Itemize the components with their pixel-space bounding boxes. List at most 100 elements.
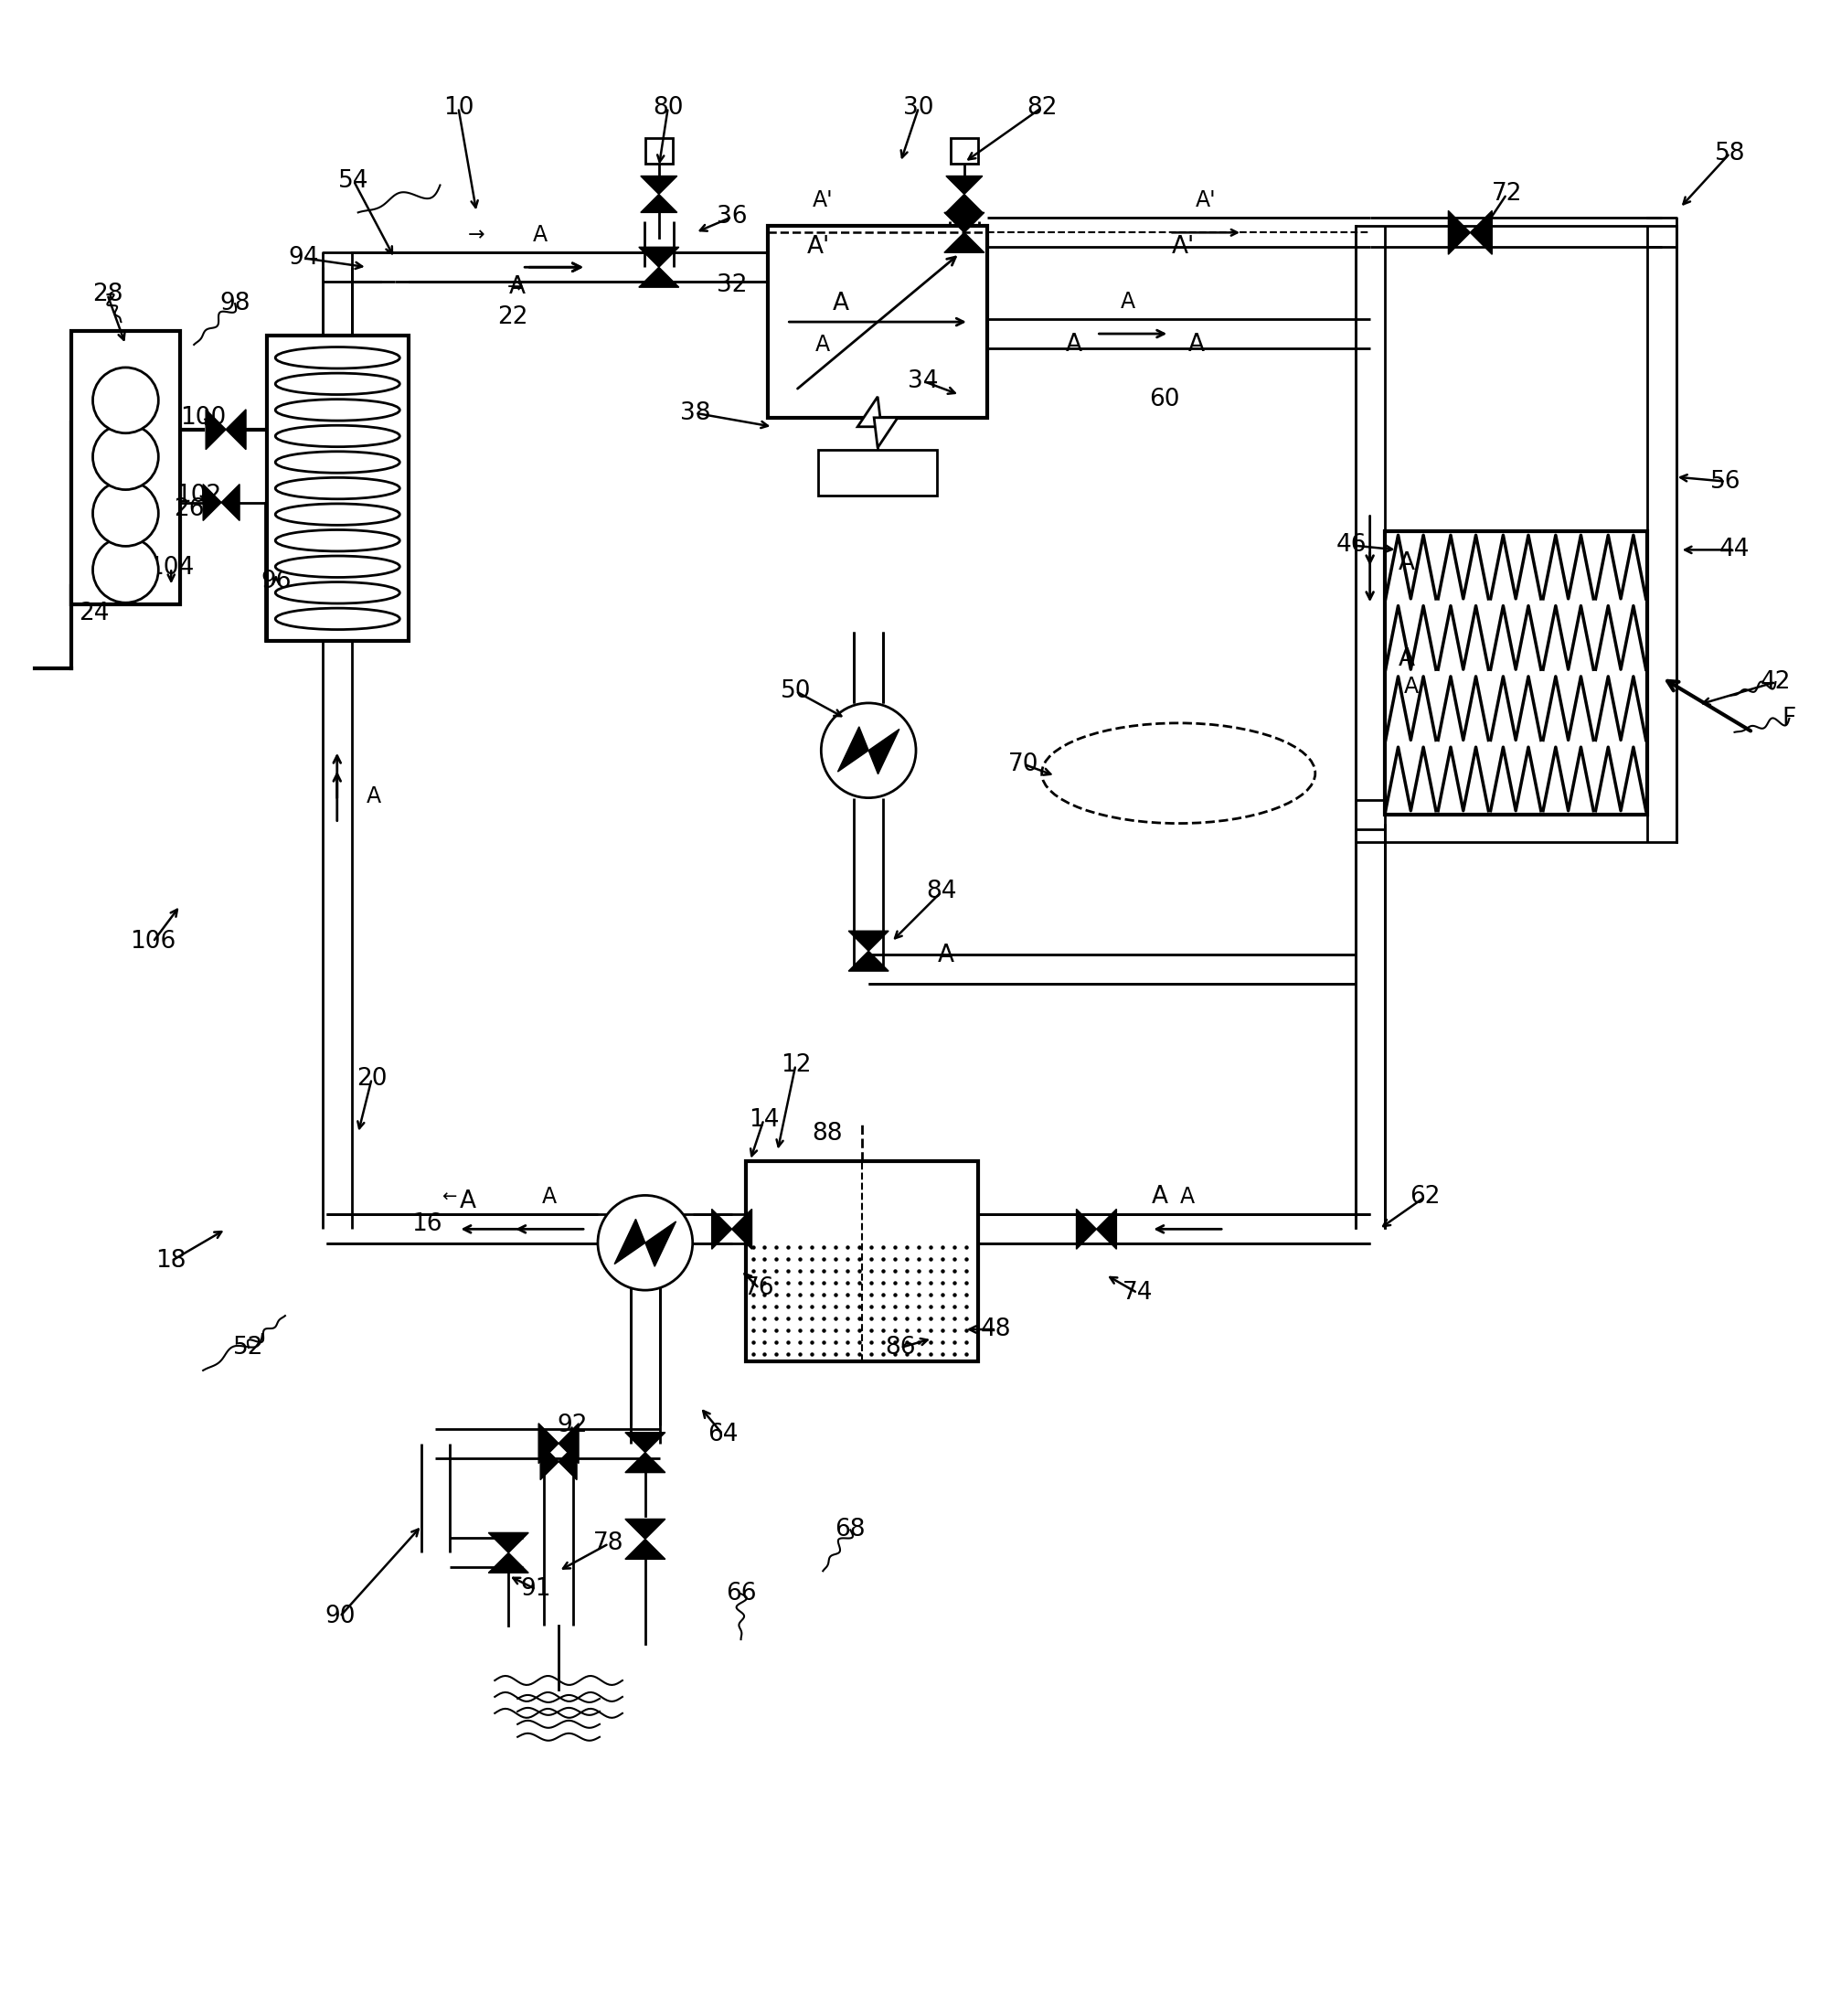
Polygon shape xyxy=(558,1443,576,1480)
Bar xyxy=(1384,532,1646,814)
Text: →: → xyxy=(506,278,523,296)
Polygon shape xyxy=(944,212,983,232)
Text: 72: 72 xyxy=(1491,181,1521,206)
Text: A: A xyxy=(1180,1185,1195,1208)
Text: A: A xyxy=(1397,552,1414,575)
Polygon shape xyxy=(221,484,239,520)
Text: 90: 90 xyxy=(324,1605,355,1629)
Text: 42: 42 xyxy=(1760,669,1789,694)
Circle shape xyxy=(92,480,158,546)
Text: A: A xyxy=(1121,290,1136,312)
Text: A: A xyxy=(832,292,849,317)
Bar xyxy=(267,335,409,641)
Text: ←: ← xyxy=(442,1189,457,1206)
Text: 91: 91 xyxy=(521,1577,550,1601)
Text: 38: 38 xyxy=(679,401,711,425)
Circle shape xyxy=(92,536,158,603)
Text: 18: 18 xyxy=(156,1250,186,1272)
Text: →: → xyxy=(468,226,484,244)
Ellipse shape xyxy=(276,347,399,369)
Text: 80: 80 xyxy=(652,95,683,119)
Polygon shape xyxy=(226,409,247,450)
Text: 76: 76 xyxy=(744,1276,773,1300)
Text: 104: 104 xyxy=(147,556,193,581)
Ellipse shape xyxy=(276,530,399,550)
Text: A: A xyxy=(1397,647,1414,671)
Text: 74: 74 xyxy=(1121,1280,1152,1304)
Text: 62: 62 xyxy=(1408,1185,1440,1210)
Polygon shape xyxy=(624,1538,665,1558)
Text: 12: 12 xyxy=(781,1052,810,1077)
Polygon shape xyxy=(946,194,981,212)
Polygon shape xyxy=(639,248,679,268)
Text: A': A' xyxy=(1171,236,1195,258)
Polygon shape xyxy=(558,1423,578,1464)
Text: 30: 30 xyxy=(902,95,933,119)
Ellipse shape xyxy=(1042,724,1314,823)
Polygon shape xyxy=(488,1532,528,1552)
Text: A: A xyxy=(1187,333,1204,357)
Text: 26: 26 xyxy=(175,496,204,520)
Text: 36: 36 xyxy=(716,206,747,230)
Polygon shape xyxy=(615,1220,644,1264)
Bar xyxy=(70,331,180,605)
Text: A': A' xyxy=(1195,190,1215,212)
Polygon shape xyxy=(203,484,221,520)
Text: A: A xyxy=(1151,1185,1167,1210)
Ellipse shape xyxy=(276,583,399,603)
Polygon shape xyxy=(644,1222,676,1266)
Polygon shape xyxy=(874,417,897,448)
Text: 64: 64 xyxy=(707,1423,738,1445)
Circle shape xyxy=(598,1195,692,1290)
Polygon shape xyxy=(849,931,887,952)
Text: 84: 84 xyxy=(926,879,955,903)
Text: A: A xyxy=(541,1185,556,1208)
Text: 40: 40 xyxy=(862,460,893,484)
Polygon shape xyxy=(624,1433,665,1452)
Ellipse shape xyxy=(276,399,399,421)
Text: A: A xyxy=(1064,333,1081,357)
Polygon shape xyxy=(639,268,679,286)
Text: 100: 100 xyxy=(180,405,226,429)
Text: 58: 58 xyxy=(1714,141,1745,165)
Polygon shape xyxy=(641,194,677,212)
Text: 66: 66 xyxy=(725,1583,757,1605)
Text: 10: 10 xyxy=(444,95,473,119)
Ellipse shape xyxy=(276,609,399,629)
Polygon shape xyxy=(869,730,898,774)
Text: 94: 94 xyxy=(287,246,318,270)
Text: 70: 70 xyxy=(1007,752,1038,776)
Ellipse shape xyxy=(276,452,399,474)
Text: 52: 52 xyxy=(234,1337,263,1359)
Polygon shape xyxy=(838,726,869,772)
Text: 46: 46 xyxy=(1337,534,1366,556)
Text: 60: 60 xyxy=(1149,387,1180,411)
Ellipse shape xyxy=(276,373,399,395)
Bar xyxy=(644,137,672,163)
Text: F: F xyxy=(1782,708,1795,730)
Polygon shape xyxy=(849,952,887,972)
Polygon shape xyxy=(488,1552,528,1572)
Polygon shape xyxy=(538,1423,558,1464)
Polygon shape xyxy=(641,175,677,194)
Bar xyxy=(817,450,937,496)
Ellipse shape xyxy=(276,478,399,500)
Text: 82: 82 xyxy=(1025,95,1057,119)
Ellipse shape xyxy=(276,556,399,577)
Text: A: A xyxy=(510,276,525,298)
Polygon shape xyxy=(858,397,880,427)
Text: A': A' xyxy=(806,236,830,258)
Text: A: A xyxy=(1403,675,1418,698)
Circle shape xyxy=(821,704,915,798)
Text: 16: 16 xyxy=(411,1214,442,1236)
Polygon shape xyxy=(946,175,981,194)
Text: 102: 102 xyxy=(175,484,221,506)
Text: 44: 44 xyxy=(1718,538,1749,562)
Circle shape xyxy=(92,367,158,433)
Polygon shape xyxy=(539,1443,558,1480)
Text: 20: 20 xyxy=(357,1066,387,1091)
Polygon shape xyxy=(1095,1210,1116,1250)
Text: 32: 32 xyxy=(716,274,747,296)
Text: 92: 92 xyxy=(556,1413,587,1437)
Circle shape xyxy=(92,423,158,490)
